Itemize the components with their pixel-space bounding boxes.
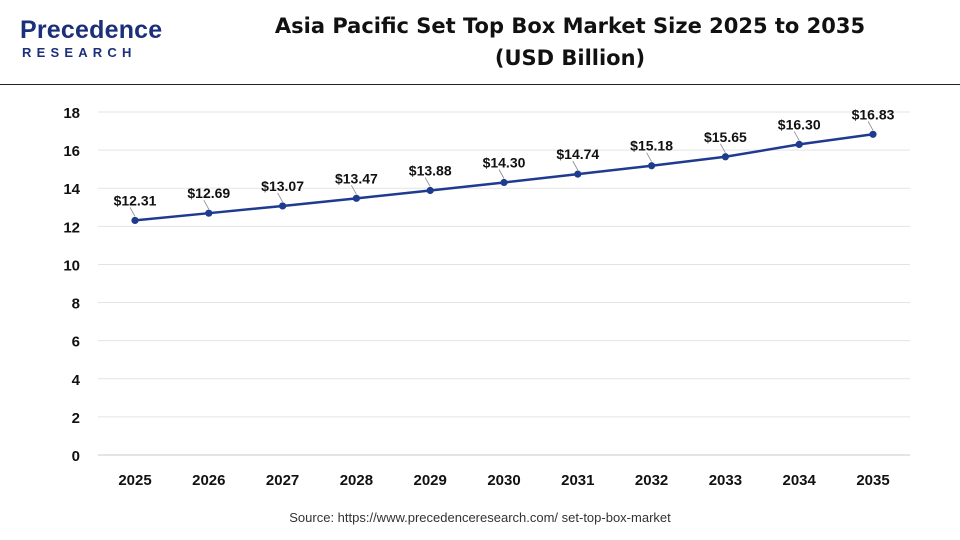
header-divider [0,84,960,85]
data-point [426,186,434,195]
data-label: $15.65 [704,129,747,145]
data-label: $15.18 [630,138,673,154]
data-label: $16.83 [852,106,895,122]
data-label: $13.88 [409,163,452,179]
x-tick-label: 2034 [783,472,817,489]
label-leader [793,131,800,141]
y-tick-label: 10 [63,257,80,274]
x-tick-label: 2028 [340,472,373,489]
y-tick-label: 12 [63,219,80,236]
x-tick-label: 2032 [635,472,668,489]
logo-subtext: RESEARCH [22,45,137,60]
data-point [352,194,360,202]
data-label: $13.07 [261,178,304,194]
data-point [648,162,656,170]
data-label: $16.30 [778,116,821,132]
data-point [574,170,582,178]
data-label: $12.31 [114,192,157,208]
y-tick-label: 16 [63,143,80,160]
data-point [721,153,730,161]
label-leader [129,207,136,217]
data-point [131,216,139,225]
y-tick-label: 18 [63,105,80,122]
data-point [869,130,877,138]
data-label: $14.30 [483,155,526,171]
chart-header: Precedence RESEARCH Asia Pacific Set Top… [0,0,960,84]
series-line [134,133,874,222]
chart-subtitle: (USD Billion) [494,46,646,70]
label-leader [203,199,210,210]
y-tick-label: 4 [72,372,81,389]
logo-wordmark: Precedence [20,16,163,44]
line-chart: 0 2 4 6 8 10 12 14 16 18 2025 2026 2027 2028 2029 2030 2… [63,105,910,489]
y-tick-label: 2 [72,410,80,427]
brand-logo: Precedence RESEARCH [20,16,163,66]
x-tick-label: 2031 [561,472,594,489]
label-leader [351,185,357,195]
label-leader [646,152,652,162]
x-tick-label: 2026 [192,472,225,489]
y-tick-label: 8 [72,296,80,313]
data-point [279,202,287,210]
y-tick-label: 6 [72,334,80,351]
label-leader [720,143,726,153]
x-tick-label: 2030 [487,472,520,489]
source-note: Source: https://www.precedenceresearch.c… [289,510,671,525]
data-point [500,178,508,187]
chart-title: Asia Pacific Set Top Box Market Size 202… [274,14,866,38]
x-tick-label: 2033 [709,472,742,489]
data-label: $14.74 [556,146,599,162]
x-tick-label: 2035 [856,472,889,489]
x-tick-label: 2025 [118,472,151,489]
x-tick-label: 2027 [266,472,299,489]
label-leader [572,160,579,171]
label-leader [867,121,874,131]
label-leader [498,169,505,179]
data-label: $13.47 [335,170,378,186]
x-tick-label: 2029 [414,472,447,489]
data-point [795,140,803,148]
y-tick-label: 14 [63,181,80,198]
y-tick-label: 0 [72,448,80,465]
data-label: $12.69 [187,185,230,201]
data-point [205,209,213,217]
label-leader [277,192,283,203]
label-leader [424,177,431,187]
